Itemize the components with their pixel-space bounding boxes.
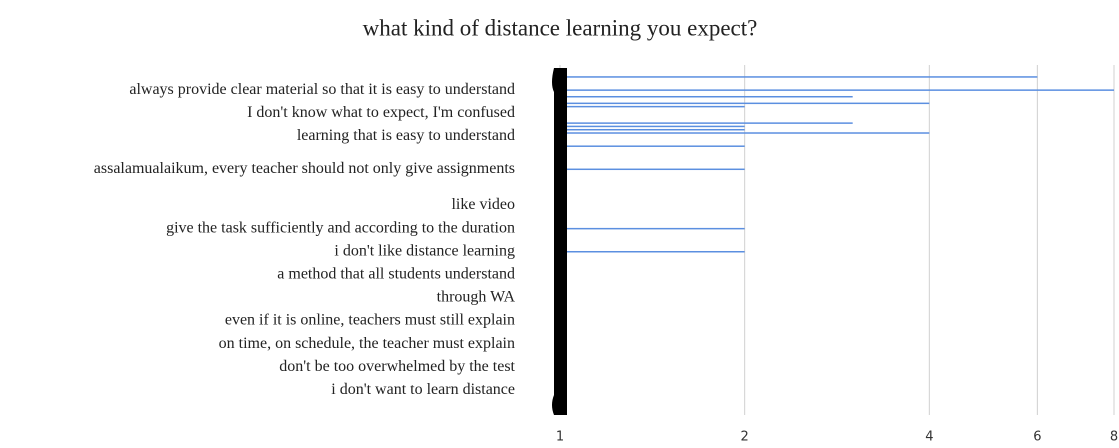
x-tick-label: 2 xyxy=(741,430,749,445)
bar xyxy=(560,128,745,131)
y-tick-label: always provide clear material so that it… xyxy=(129,81,515,98)
y-tick-label: I don't know what to expect, I'm confuse… xyxy=(247,104,515,121)
bar xyxy=(560,102,930,105)
y-tick-label: i don't want to learn distance xyxy=(331,381,515,398)
bar xyxy=(560,145,745,147)
y-tick-label: learning that is easy to understand xyxy=(297,127,515,144)
axis-bar xyxy=(552,68,567,415)
bar xyxy=(560,76,1038,78)
x-tick-label: 1 xyxy=(556,430,564,445)
y-tick-label: even if it is online, teachers must stil… xyxy=(225,312,515,329)
y-tick-label: give the task sufficiently and according… xyxy=(166,219,515,236)
y-tick-label: a method that all students understand xyxy=(277,266,515,283)
bar xyxy=(560,132,930,134)
x-tick-label: 4 xyxy=(925,430,933,445)
bar xyxy=(560,227,745,230)
bar xyxy=(560,125,745,128)
bar xyxy=(560,105,745,108)
bar xyxy=(560,250,745,253)
bar xyxy=(560,95,853,98)
bar xyxy=(560,89,1114,91)
y-tick-label: assalamualaikum, every teacher should no… xyxy=(94,160,515,177)
bar xyxy=(560,168,745,171)
chart-title: what kind of distance learning you expec… xyxy=(363,15,758,40)
bar xyxy=(560,122,853,124)
y-tick-label: don't be too overwhelmed by the test xyxy=(279,358,515,375)
y-tick-label: like video xyxy=(451,196,515,213)
y-tick-label: on time, on schedule, the teacher must e… xyxy=(219,335,515,352)
y-tick-label: through WA xyxy=(437,289,516,306)
x-tick-label: 8 xyxy=(1110,430,1118,445)
y-tick-label: i don't like distance learning xyxy=(334,242,515,259)
x-tick-label: 6 xyxy=(1033,430,1041,445)
